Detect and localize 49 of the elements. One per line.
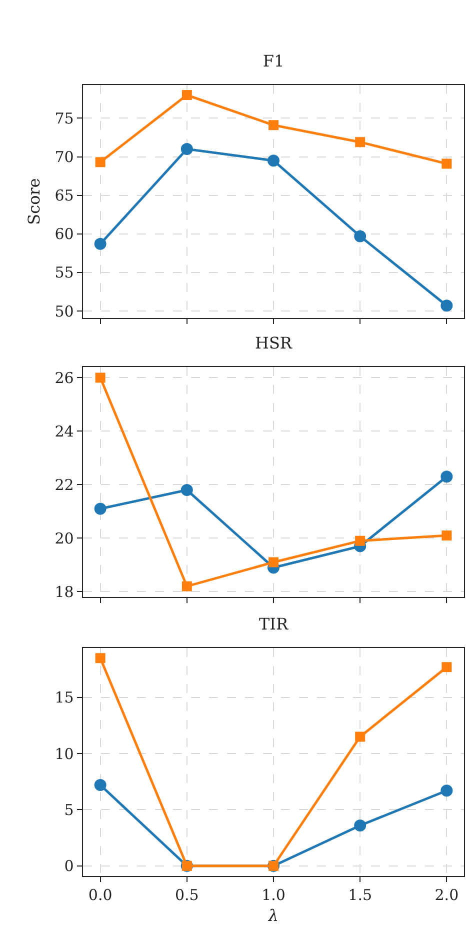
y-tick-label: 70 (54, 148, 74, 166)
y-tick-label: 0 (64, 857, 74, 876)
point (180, 484, 193, 496)
point (440, 300, 453, 312)
point (355, 536, 366, 546)
y-tick-label: 15 (54, 688, 74, 707)
point (182, 581, 192, 592)
point (95, 157, 106, 168)
point (355, 732, 366, 742)
point (94, 502, 106, 515)
point (268, 154, 280, 167)
x-tick-label: 0.5 (174, 886, 199, 904)
y-tick-label: 60 (54, 225, 74, 244)
point (355, 137, 366, 148)
point (95, 372, 106, 383)
point (442, 662, 452, 672)
y-tick-label: 50 (54, 302, 74, 320)
y-tick-label: 18 (54, 582, 74, 601)
chart-title: TIR (258, 614, 289, 634)
y-tick-label: 55 (54, 264, 74, 282)
point (94, 238, 106, 250)
y-tick-label: 5 (64, 800, 74, 819)
y-tick-label: 20 (54, 529, 74, 548)
y-tick-label: 75 (54, 109, 74, 128)
y-tick-label: 10 (54, 744, 74, 763)
point (440, 784, 453, 797)
x-axis-title: λ (267, 906, 279, 925)
point (354, 230, 366, 242)
point (94, 779, 106, 792)
chart-title: HSR (255, 334, 293, 353)
point (442, 530, 452, 540)
x-tick-label: 2.0 (434, 886, 459, 904)
point (95, 653, 106, 664)
x-tick-label: 1.5 (348, 886, 372, 904)
point (354, 819, 366, 832)
y-tick-label: 26 (54, 368, 74, 387)
point (268, 557, 278, 568)
y-tick-label: 24 (54, 422, 74, 440)
point (440, 470, 453, 483)
point (268, 120, 278, 130)
point (182, 90, 192, 100)
y-axis-title: Score (24, 178, 44, 225)
x-tick-label: 0.0 (88, 886, 112, 904)
point (442, 158, 452, 169)
chart-title: F1 (262, 52, 284, 71)
x-tick-label: 1.0 (262, 886, 286, 904)
y-tick-label: 22 (54, 476, 74, 494)
point (180, 143, 193, 156)
y-tick-label: 65 (54, 186, 74, 205)
